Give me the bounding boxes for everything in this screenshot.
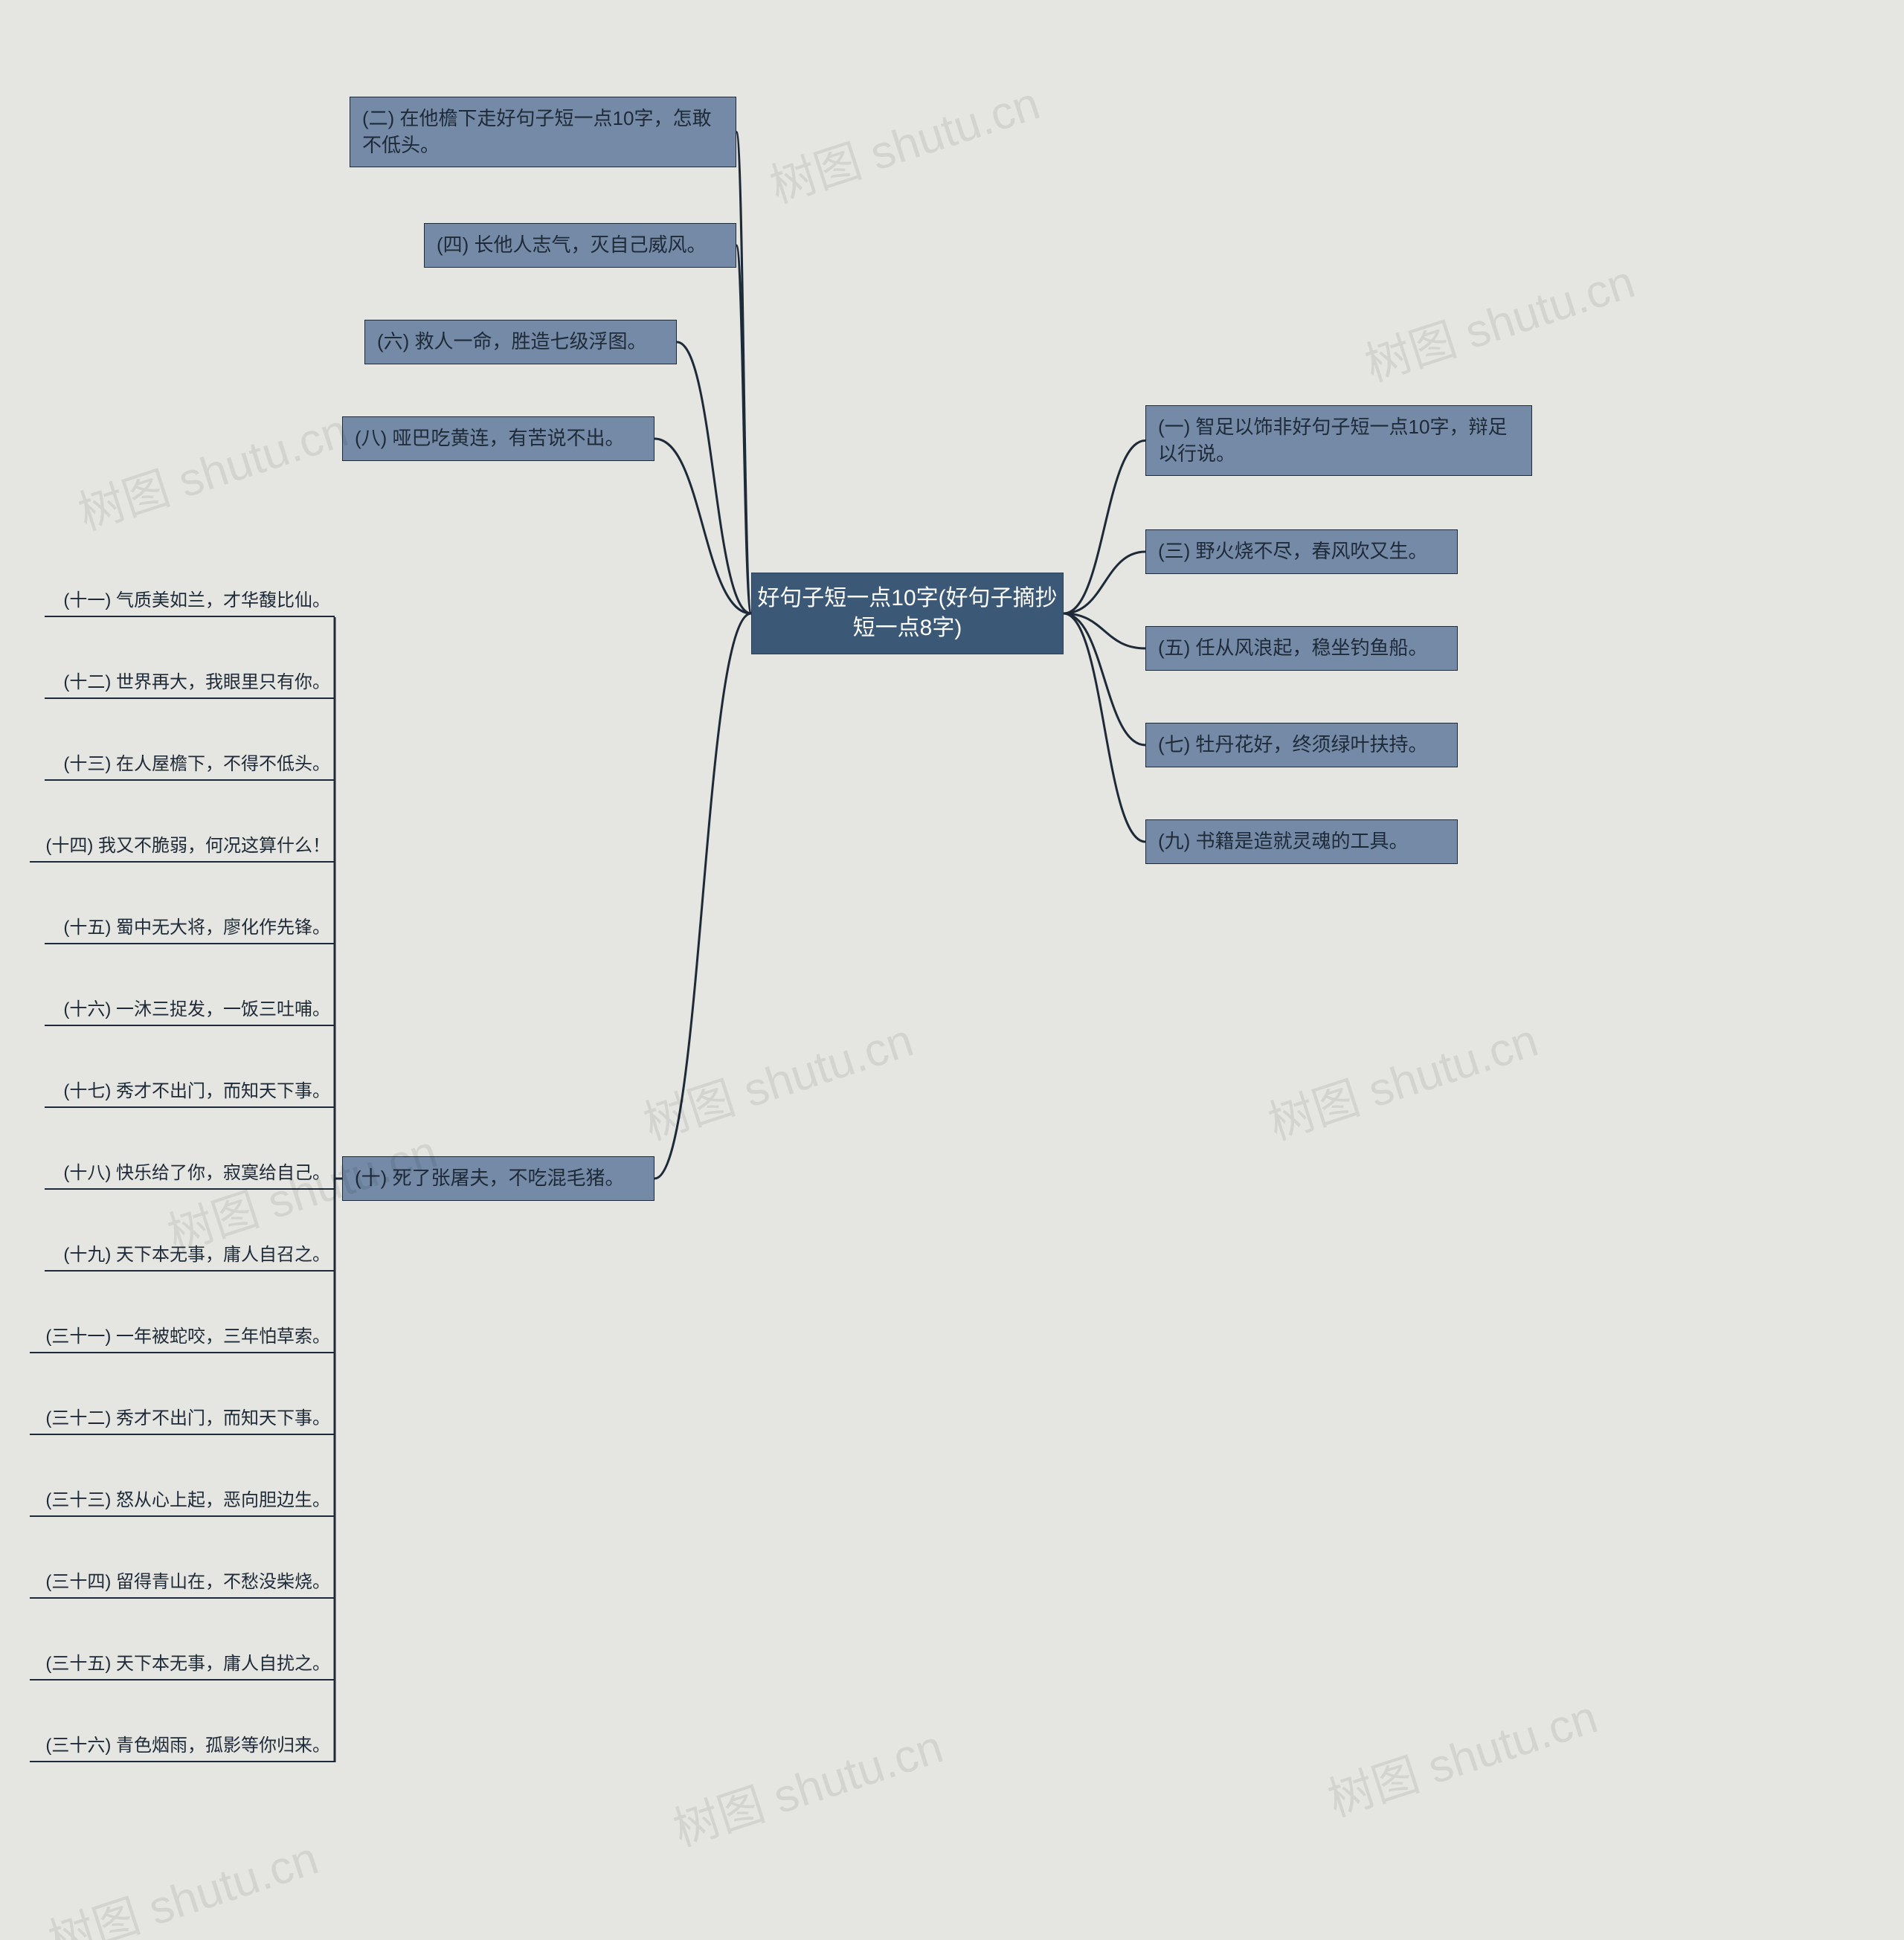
box-node: (五) 任从风浪起，稳坐钓鱼船。 xyxy=(1145,626,1458,671)
leaf-node: (十七) 秀才不出门，而知天下事。 xyxy=(45,1071,335,1108)
leaf-node-label: (十六) 一沐三捉发，一饭三吐哺。 xyxy=(63,994,330,1020)
leaf-node-label: (十五) 蜀中无大将，廖化作先锋。 xyxy=(63,912,330,938)
leaf-node-label: (十四) 我又不脆弱，何况这算什么！ xyxy=(45,831,330,857)
box-node: (六) 救人一命，胜造七级浮图。 xyxy=(364,320,677,364)
edge xyxy=(1064,552,1145,613)
leaf-node-label: (十九) 天下本无事，庸人自召之。 xyxy=(63,1240,330,1266)
leaf-node: (十三) 在人屋檐下，不得不低头。 xyxy=(45,744,335,781)
leaf-node-label: (十七) 秀才不出门，而知天下事。 xyxy=(63,1076,330,1102)
leaf-node: (三十三) 怒从心上起，恶向胆边生。 xyxy=(30,1480,335,1517)
leaf-node: (三十一) 一年被蛇咬，三年怕草索。 xyxy=(30,1316,335,1353)
box-node: (九) 书籍是造就灵魂的工具。 xyxy=(1145,819,1458,864)
edge xyxy=(1064,441,1145,614)
box-node-label: (二) 在他檐下走好句子短一点10字，怎敢不低头。 xyxy=(362,106,724,158)
box-node: (四) 长他人志气，灭自己威风。 xyxy=(424,223,736,268)
leaf-node-label: (三十三) 怒从心上起，恶向胆边生。 xyxy=(45,1485,330,1511)
leaf-node-label: (三十四) 留得青山在，不愁没柴烧。 xyxy=(45,1567,330,1593)
edge xyxy=(1064,613,1145,745)
watermark: 树图 shutu.cn xyxy=(1318,1679,1604,1829)
box-node-label: (八) 哑巴吃黄连，有苦说不出。 xyxy=(355,425,625,451)
leaf-node: (十一) 气质美如兰，才华馥比仙。 xyxy=(45,580,335,617)
leaf-node: (十九) 天下本无事，庸人自召之。 xyxy=(45,1234,335,1272)
edge xyxy=(1064,613,1145,842)
box-node: (二) 在他檐下走好句子短一点10字，怎敢不低头。 xyxy=(350,97,736,167)
leaf-node-label: (三十一) 一年被蛇咬，三年怕草索。 xyxy=(45,1321,330,1347)
box-node-label: (十) 死了张屠夫，不吃混毛猪。 xyxy=(355,1165,625,1191)
watermark: 树图 shutu.cn xyxy=(39,1820,325,1940)
box-node: (十) 死了张屠夫，不吃混毛猪。 xyxy=(342,1156,654,1201)
leaf-node: (十二) 世界再大，我眼里只有你。 xyxy=(45,662,335,699)
box-node-label: (九) 书籍是造就灵魂的工具。 xyxy=(1158,828,1409,854)
leaf-node: (十五) 蜀中无大将，廖化作先锋。 xyxy=(45,907,335,944)
edge xyxy=(654,439,751,613)
leaf-node: (三十五) 天下本无事，庸人自扰之。 xyxy=(30,1643,335,1680)
leaf-node-label: (三十五) 天下本无事，庸人自扰之。 xyxy=(45,1649,330,1675)
leaf-node: (十八) 快乐给了你，寂寞给自己。 xyxy=(45,1153,335,1190)
edge xyxy=(736,245,751,613)
edge xyxy=(654,613,751,1179)
box-node-label: (七) 牡丹花好，终须绿叶扶持。 xyxy=(1158,732,1428,758)
box-node-label: (五) 任从风浪起，稳坐钓鱼船。 xyxy=(1158,635,1428,661)
leaf-node: (十四) 我又不脆弱，何况这算什么！ xyxy=(30,825,335,863)
leaf-node: (三十六) 青色烟雨，孤影等你归来。 xyxy=(30,1725,335,1762)
leaf-node-label: (十三) 在人屋檐下，不得不低头。 xyxy=(63,749,330,775)
root-node-label: 好句子短一点10字(好句子摘抄短一点8字) xyxy=(752,584,1063,644)
leaf-node-label: (十二) 世界再大，我眼里只有你。 xyxy=(63,667,330,693)
edge xyxy=(1064,613,1145,648)
watermark: 树图 shutu.cn xyxy=(1355,244,1641,394)
watermark: 树图 shutu.cn xyxy=(1258,1002,1545,1153)
box-node-label: (三) 野火烧不尽，春风吹又生。 xyxy=(1158,538,1428,564)
leaf-node: (三十二) 秀才不出门，而知天下事。 xyxy=(30,1398,335,1435)
box-node: (八) 哑巴吃黄连，有苦说不出。 xyxy=(342,416,654,461)
edge xyxy=(677,342,751,613)
watermark: 树图 shutu.cn xyxy=(68,393,355,543)
box-node: (三) 野火烧不尽，春风吹又生。 xyxy=(1145,529,1458,574)
leaf-node-label: (十八) 快乐给了你，寂寞给自己。 xyxy=(63,1158,330,1184)
leaf-node-label: (十一) 气质美如兰，才华馥比仙。 xyxy=(63,585,330,611)
box-node: (七) 牡丹花好，终须绿叶扶持。 xyxy=(1145,723,1458,767)
root-node: 好句子短一点10字(好句子摘抄短一点8字) xyxy=(751,573,1064,654)
box-node-label: (四) 长他人志气，灭自己威风。 xyxy=(437,232,707,258)
leaf-node: (三十四) 留得青山在，不愁没柴烧。 xyxy=(30,1562,335,1599)
leaf-node: (十六) 一沐三捉发，一饭三吐哺。 xyxy=(45,989,335,1026)
leaf-node-label: (三十六) 青色烟雨，孤影等你归来。 xyxy=(45,1730,330,1756)
leaf-node-label: (三十二) 秀才不出门，而知天下事。 xyxy=(45,1403,330,1429)
edge xyxy=(736,132,751,614)
mindmap-stage: { "canvas": { "width": 2560, "height": 2… xyxy=(0,0,1904,1940)
watermark: 树图 shutu.cn xyxy=(634,1002,920,1153)
box-node-label: (一) 智足以饰非好句子短一点10字，辩足以行说。 xyxy=(1158,414,1519,466)
box-node: (一) 智足以饰非好句子短一点10字，辩足以行说。 xyxy=(1145,405,1532,476)
box-node-label: (六) 救人一命，胜造七级浮图。 xyxy=(377,329,647,355)
watermark: 树图 shutu.cn xyxy=(760,65,1046,216)
watermark: 树图 shutu.cn xyxy=(663,1709,950,1859)
